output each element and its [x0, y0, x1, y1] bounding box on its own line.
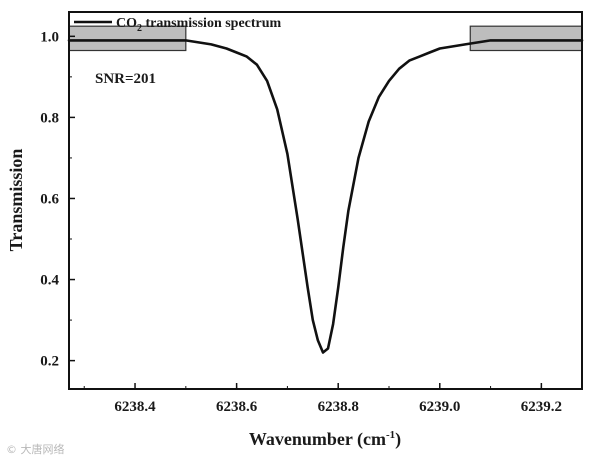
- plot-frame: [68, 11, 583, 390]
- y-ticks: 0.2 0.4 0.6 0.8 1.0: [40, 29, 75, 370]
- x-axis-title: Wavenumber (cm-1): [249, 429, 401, 450]
- legend-label: CO2 transmission spectrum: [116, 16, 282, 34]
- x-tick-label: 6238.4: [114, 399, 156, 415]
- x-ticks: 6238.4 6238.6 6238.8 6239.0 6239.2: [83, 383, 562, 415]
- highlight-regions: [68, 25, 583, 52]
- x-tick-label: 6238.8: [318, 399, 359, 415]
- data-series: [67, 39, 584, 354]
- y-tick-label: 0.6: [40, 191, 59, 207]
- series-line-1: [67, 39, 584, 354]
- x-tick-label: 6239.2: [521, 399, 562, 415]
- y-axis-title: Transmission: [6, 149, 26, 252]
- y-tick-label: 0.2: [40, 354, 59, 370]
- x-tick-label: 6239.0: [419, 399, 460, 415]
- snr-annotation: SNR=201: [95, 71, 156, 87]
- y-tick-label: 1.0: [40, 29, 59, 45]
- legend: CO2 transmission spectrum: [74, 16, 282, 34]
- y-tick-label: 0.8: [40, 110, 59, 126]
- y-tick-label: 0.4: [40, 273, 59, 289]
- watermark: © 大唐网络: [6, 442, 65, 456]
- highlight-region-2: [469, 25, 583, 52]
- x-tick-label: 6238.6: [216, 399, 258, 415]
